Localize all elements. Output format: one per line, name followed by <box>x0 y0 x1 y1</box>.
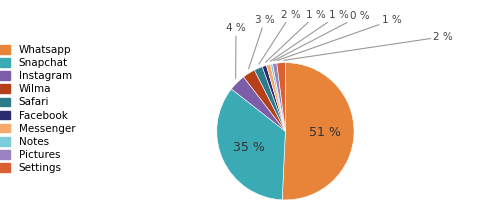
Text: 2 %: 2 % <box>284 32 453 60</box>
Wedge shape <box>244 70 286 131</box>
Wedge shape <box>277 63 285 131</box>
Text: 2 %: 2 % <box>259 10 301 64</box>
Text: 1 %: 1 % <box>270 10 349 61</box>
Text: 51 %: 51 % <box>309 126 341 139</box>
Text: 1 %: 1 % <box>266 10 326 62</box>
Wedge shape <box>272 63 285 131</box>
Wedge shape <box>232 77 285 131</box>
Wedge shape <box>282 63 354 200</box>
Wedge shape <box>266 64 285 131</box>
Text: 0 %: 0 % <box>274 11 370 61</box>
Text: 3 %: 3 % <box>248 15 274 69</box>
Text: 35 %: 35 % <box>234 141 265 154</box>
Legend: Whatsapp, Snapchat, Instagram, Wilma, Safari, Facebook, Messenger, Notes, Pictur: Whatsapp, Snapchat, Instagram, Wilma, Sa… <box>0 45 76 173</box>
Wedge shape <box>217 89 286 200</box>
Wedge shape <box>262 65 285 131</box>
Wedge shape <box>270 64 285 131</box>
Text: 1 %: 1 % <box>277 15 402 61</box>
Wedge shape <box>254 67 286 131</box>
Text: 4 %: 4 % <box>226 23 246 78</box>
